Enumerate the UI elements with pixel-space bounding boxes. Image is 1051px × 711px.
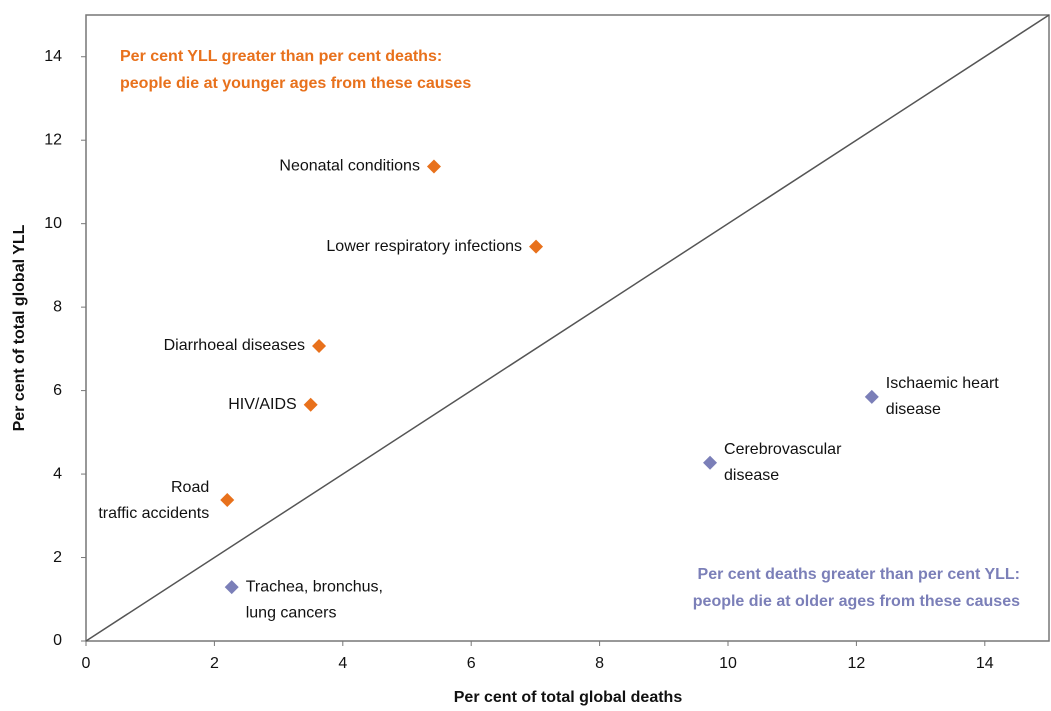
- plot-frame: [85, 14, 1050, 642]
- point: [864, 389, 879, 404]
- point: [529, 239, 544, 254]
- annotation: people die at younger ages from these ca…: [120, 75, 471, 92]
- annotation: Per cent deaths greater than per cent YL…: [698, 566, 1020, 583]
- point-label: Diarrhoeal diseases: [164, 337, 305, 354]
- x-tick-label: 8: [595, 655, 604, 672]
- x-tick-label: 2: [210, 655, 219, 672]
- x-axis-label: Per cent of total global deaths: [454, 689, 683, 706]
- x-tick-label: 6: [467, 655, 476, 672]
- y-tick-label: 6: [53, 382, 62, 399]
- point-label: Cerebrovascular: [724, 441, 842, 458]
- x-tick-label: 0: [82, 655, 91, 672]
- diagonal-line: [85, 14, 1050, 642]
- point-label: disease: [724, 467, 779, 484]
- point-label: Road: [171, 479, 209, 496]
- annotation: people die at older ages from these caus…: [693, 593, 1020, 610]
- point: [312, 338, 327, 353]
- point: [220, 492, 235, 507]
- point-label: Trachea, bronchus,: [246, 578, 383, 595]
- y-tick-label: 14: [44, 48, 62, 65]
- point-label: Lower respiratory infections: [326, 238, 522, 255]
- point-label: Neonatal conditions: [279, 158, 420, 175]
- y-tick-label: 10: [44, 215, 62, 232]
- point: [703, 455, 718, 470]
- x-tick-label: 14: [976, 655, 994, 672]
- y-tick-label: 8: [53, 298, 62, 315]
- point-label: Ischaemic heart: [886, 375, 999, 392]
- annotation: Per cent YLL greater than per cent death…: [120, 48, 442, 65]
- y-axis-label: Per cent of total global YLL: [11, 224, 28, 431]
- point: [426, 159, 441, 174]
- point-label: disease: [886, 401, 941, 418]
- x-tick-label: 12: [848, 655, 866, 672]
- point-label: traffic accidents: [98, 505, 209, 522]
- point: [224, 580, 239, 595]
- x-tick-label: 4: [338, 655, 347, 672]
- y-tick-label: 12: [44, 131, 62, 148]
- y-tick-label: 2: [53, 549, 62, 566]
- point-label: lung cancers: [246, 604, 337, 621]
- y-tick-label: 0: [53, 632, 62, 649]
- point: [303, 397, 318, 412]
- point-label: HIV/AIDS: [228, 396, 296, 413]
- x-tick-label: 10: [719, 655, 737, 672]
- y-tick-label: 4: [53, 465, 62, 482]
